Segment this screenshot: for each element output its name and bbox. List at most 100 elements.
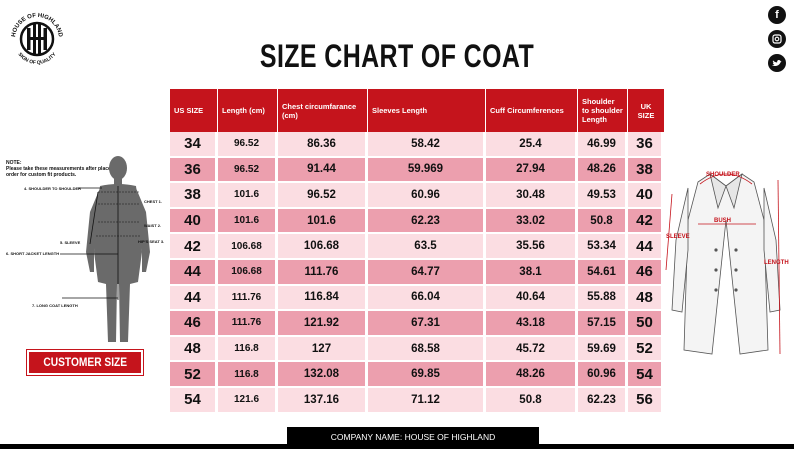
svg-text:HOUSE OF HIGHLAND: HOUSE OF HIGHLAND — [11, 13, 63, 38]
table-cell: 50.8 — [578, 208, 628, 235]
table-row: 36 96.52 91.44 59.969 27.94 48.26 38 — [170, 157, 664, 184]
table-cell: 54 — [170, 387, 218, 414]
table-cell: 27.94 — [486, 157, 578, 184]
short-jacket-label: 6. SHORT JACKET LENGTH — [6, 251, 60, 256]
table-cell: 101.6 — [278, 208, 368, 235]
table-cell: 91.44 — [278, 157, 368, 184]
table-cell: 46 — [170, 311, 218, 337]
svg-text:SIGN OF QUALITY: SIGN OF QUALITY — [17, 51, 58, 66]
table-cell: 52 — [628, 336, 664, 363]
table-cell: 116.84 — [278, 285, 368, 312]
brand-logo: HOUSE OF HIGHLAND SIGN OF QUALITY — [6, 8, 68, 70]
coat-diagram: SHOULDER BUSH SLEEVE LENGTH — [660, 160, 794, 365]
table-cell: 86.36 — [278, 132, 368, 158]
customer-size-label: CUSTOMER SIZE — [43, 355, 127, 369]
table-cell: 116.8 — [218, 362, 278, 388]
measurement-note: NOTE: Please take these measurements aft… — [6, 160, 126, 178]
table-cell: 60.96 — [578, 362, 628, 388]
table-row: 52 116.8 132.08 69.85 48.26 60.96 54 — [170, 362, 664, 388]
coat-illustration — [665, 173, 781, 355]
table-cell: 50 — [628, 311, 664, 337]
table-cell: 25.4 — [486, 132, 578, 158]
logo-top-text: HOUSE OF HIGHLAND — [11, 13, 63, 38]
table-cell: 36 — [628, 132, 664, 158]
table-cell: 111.76 — [218, 285, 278, 312]
instagram-icon[interactable] — [768, 30, 786, 48]
table-header-cell: Length (cm) — [218, 89, 278, 132]
note-text: Please take these measurements after pla… — [6, 166, 119, 178]
table-header-cell: Chest circumfarance (cm) — [278, 89, 368, 132]
bottom-bar — [0, 444, 794, 449]
table-cell: 48.26 — [486, 362, 578, 388]
table-cell: 67.31 — [368, 311, 486, 337]
table-cell: 52 — [170, 362, 218, 388]
logo-bottom-text: SIGN OF QUALITY — [17, 51, 58, 66]
shoulder-label: 4. SHOULDER TO SHOULDER — [24, 186, 82, 191]
table-cell: 49.53 — [578, 183, 628, 209]
table-row: 40 101.6 101.6 62.23 33.02 50.8 42 — [170, 208, 664, 235]
table-row: 42 106.68 106.68 63.5 35.56 53.34 44 — [170, 234, 664, 260]
table-header-row: US SIZE Length (cm) Chest circumfarance (c… — [170, 89, 664, 132]
table-cell: 66.04 — [368, 285, 486, 312]
table-cell: 55.88 — [578, 285, 628, 312]
table-cell: 132.08 — [278, 362, 368, 388]
table-cell: 42 — [628, 208, 664, 235]
table-cell: 59.69 — [578, 336, 628, 363]
table-header-cell: Sleeves Length — [368, 89, 486, 132]
table-header-cell: Shoulder to shoulder Length — [578, 89, 628, 132]
table-cell: 101.6 — [218, 208, 278, 235]
hip-label: HIP'S SEAT 3. — [138, 239, 165, 244]
table-row: 38 101.6 96.52 60.96 30.48 49.53 40 — [170, 183, 664, 209]
table-cell: 43.18 — [486, 311, 578, 337]
table-cell: 68.58 — [368, 336, 486, 363]
long-coat-label: 7. LONG COAT LENGTH — [32, 303, 78, 308]
coat-bush-label: BUSH — [714, 218, 732, 224]
table-cell: 46 — [628, 259, 664, 286]
table-cell: 96.52 — [278, 183, 368, 209]
table-cell: 116.8 — [218, 336, 278, 363]
table-cell: 48.26 — [578, 157, 628, 184]
table-cell: 137.16 — [278, 387, 368, 414]
table-cell: 44 — [170, 259, 218, 286]
table-cell: 45.72 — [486, 336, 578, 363]
table-cell: 96.52 — [218, 157, 278, 184]
table-cell: 48 — [170, 336, 218, 363]
table-cell: 101.6 — [218, 183, 278, 209]
chest-label: CHEST 1. — [144, 199, 163, 204]
body-silhouette — [60, 156, 150, 342]
table-cell: 54.61 — [578, 259, 628, 286]
table-cell: 58.42 — [368, 132, 486, 158]
table-cell: 54 — [628, 362, 664, 388]
customer-size-button[interactable]: CUSTOMER SIZE — [27, 350, 143, 375]
table-row: 44 111.76 116.84 66.04 40.64 55.88 48 — [170, 285, 664, 312]
coat-shoulder-label: SHOULDER — [706, 172, 740, 178]
waist-label: WAIST 2. — [144, 223, 162, 228]
table-cell: 34 — [170, 132, 218, 158]
twitter-icon[interactable] — [768, 54, 786, 72]
table-cell: 38.1 — [486, 259, 578, 286]
customer-figure: 4. SHOULDER TO SHOULDER CHEST 1. WAIST 2… — [2, 152, 164, 348]
table-cell: 48 — [628, 285, 664, 312]
size-table: US SIZE Length (cm) Chest circumfarance (c… — [170, 89, 664, 414]
table-row: 46 111.76 121.92 67.31 43.18 57.15 50 — [170, 311, 664, 337]
table-row: 34 96.52 86.36 58.42 25.4 46.99 36 — [170, 132, 664, 158]
table-header-cell: Cuff Circumferences — [486, 89, 578, 132]
page-title: SIZE CHART OF COAT — [259, 38, 535, 74]
facebook-icon[interactable]: f — [768, 6, 786, 24]
table-cell: 44 — [628, 234, 664, 260]
sleeve-label: 5. SLEEVE — [60, 240, 81, 245]
coat-length-label: LENGTH — [764, 260, 789, 266]
table-cell: 36 — [170, 157, 218, 184]
table-cell: 42 — [170, 234, 218, 260]
table-header-cell: US SIZE — [170, 89, 218, 132]
social-links: f — [768, 6, 786, 78]
table-cell: 33.02 — [486, 208, 578, 235]
table-cell: 38 — [170, 183, 218, 209]
table-cell: 38 — [628, 157, 664, 184]
table-cell: 111.76 — [278, 259, 368, 286]
table-header-cell: UK SIZE — [628, 89, 664, 132]
note-title: NOTE: — [6, 160, 22, 166]
table-cell: 60.96 — [368, 183, 486, 209]
table-cell: 71.12 — [368, 387, 486, 414]
table-cell: 46.99 — [578, 132, 628, 158]
